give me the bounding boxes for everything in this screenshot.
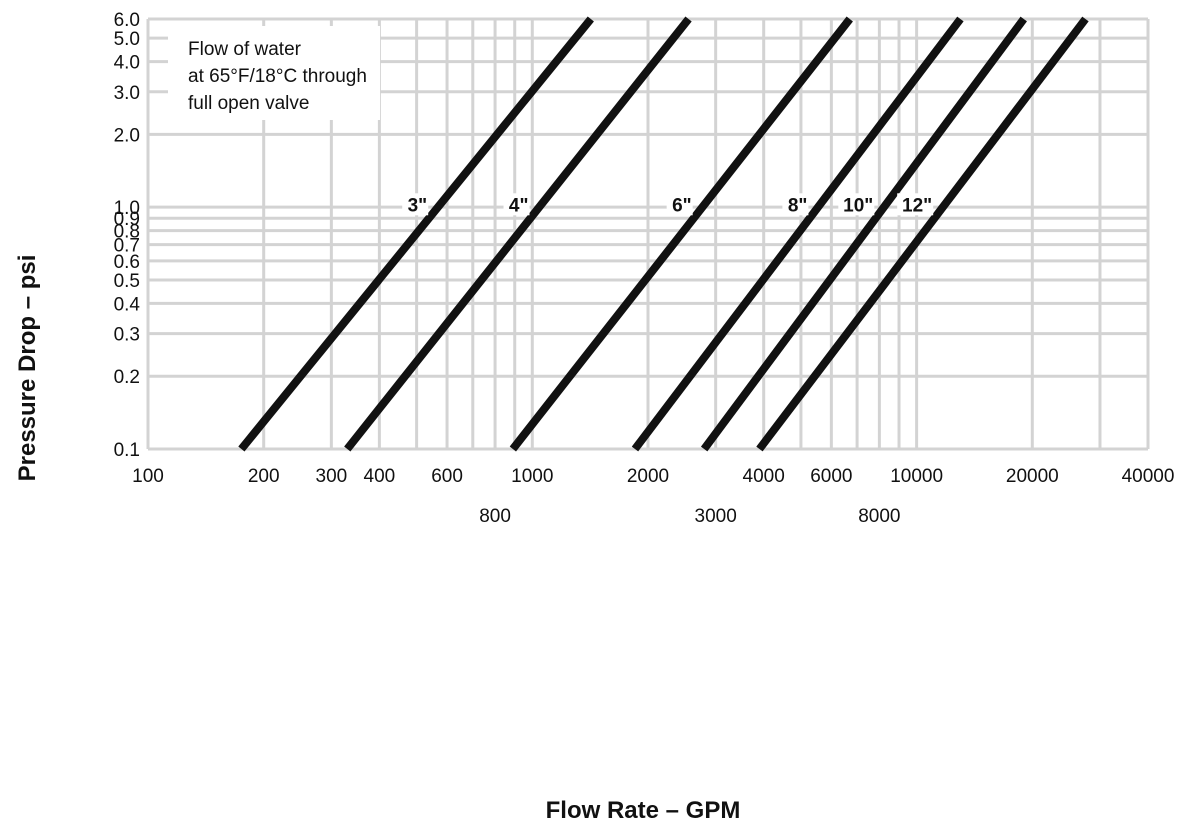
x-tick-label: 1000 [511,466,553,487]
y-tick-label: 2.0 [114,125,140,146]
y-tick-label: 0.9 [114,209,140,230]
series-lines [238,16,1089,452]
y-tick-label: 0.5 [114,271,140,292]
annotation-line-2: at 65°F/18°C through [188,66,367,87]
series-labels: 3" 4" 6" 8" 10" 12" [402,193,934,216]
series-label-background [503,193,530,216]
x-tick-label: 300 [316,466,348,487]
annotation-line-1: Flow of water [188,39,302,60]
y-tick-label: 0.8 [114,222,140,243]
x-tick-label: 4000 [743,466,785,487]
series-line-3 [631,16,964,452]
series-label-0: 3" [408,195,428,216]
y-tick-label: 0.7 [114,236,140,257]
x-tick-label: 2000 [627,466,669,487]
series-label-1: 4" [509,195,529,216]
series-label-background [838,193,875,216]
series-label-4: 10" [843,195,873,216]
x-tick-label: 600 [431,466,463,487]
y-tick-label: 0.4 [114,294,141,315]
series-label-5: 12" [902,195,932,216]
grid [146,17,1150,451]
x-tick-label-row2: 8000 [858,506,900,527]
series-line-4 [700,16,1027,452]
annotation-line-3: full open valve [188,93,309,114]
series-line-1 [344,16,692,452]
series-label-2: 6" [672,195,692,216]
x-tick-label-row2: 3000 [695,506,737,527]
series-line-5 [756,16,1089,452]
x-tick-label: 10000 [890,466,943,487]
y-tick-label: 0.1 [114,440,140,461]
series-label-background [402,193,429,216]
x-tick-label: 200 [248,466,280,487]
series-label-background [897,193,934,216]
y-tick-label: 3.0 [114,83,140,104]
x-tick-label-row2: 800 [479,506,511,527]
series-line-0 [238,16,594,452]
y-axis-title: Pressure Drop – psi [14,255,41,482]
x-tick-label: 100 [132,466,164,487]
series-line-2 [509,16,853,452]
y-tick-label: 0.2 [114,367,140,388]
annotation-background [168,26,380,120]
y-tick-label: 0.6 [114,252,140,273]
y-tick-label: 6.0 [114,10,140,31]
x-tick-label: 40000 [1122,466,1175,487]
y-tick-label: 4.0 [114,53,140,74]
series-label-background [782,193,809,216]
x-tick-label: 20000 [1006,466,1059,487]
x-tick-label: 6000 [810,466,852,487]
x-axis-title: Flow Rate – GPM [546,797,741,824]
y-tick-label: 1.0 [114,198,140,219]
y-tick-label: 5.0 [114,29,140,50]
y-tick-label: 0.3 [114,325,140,346]
series-label-background [666,193,693,216]
tick-labels: 6.05.0 4.0 3.0 2.0 1.00.90.80.70.60.50.4 0.3 0… [114,10,1175,527]
x-tick-label: 400 [364,466,396,487]
series-label-3: 8" [788,195,808,216]
